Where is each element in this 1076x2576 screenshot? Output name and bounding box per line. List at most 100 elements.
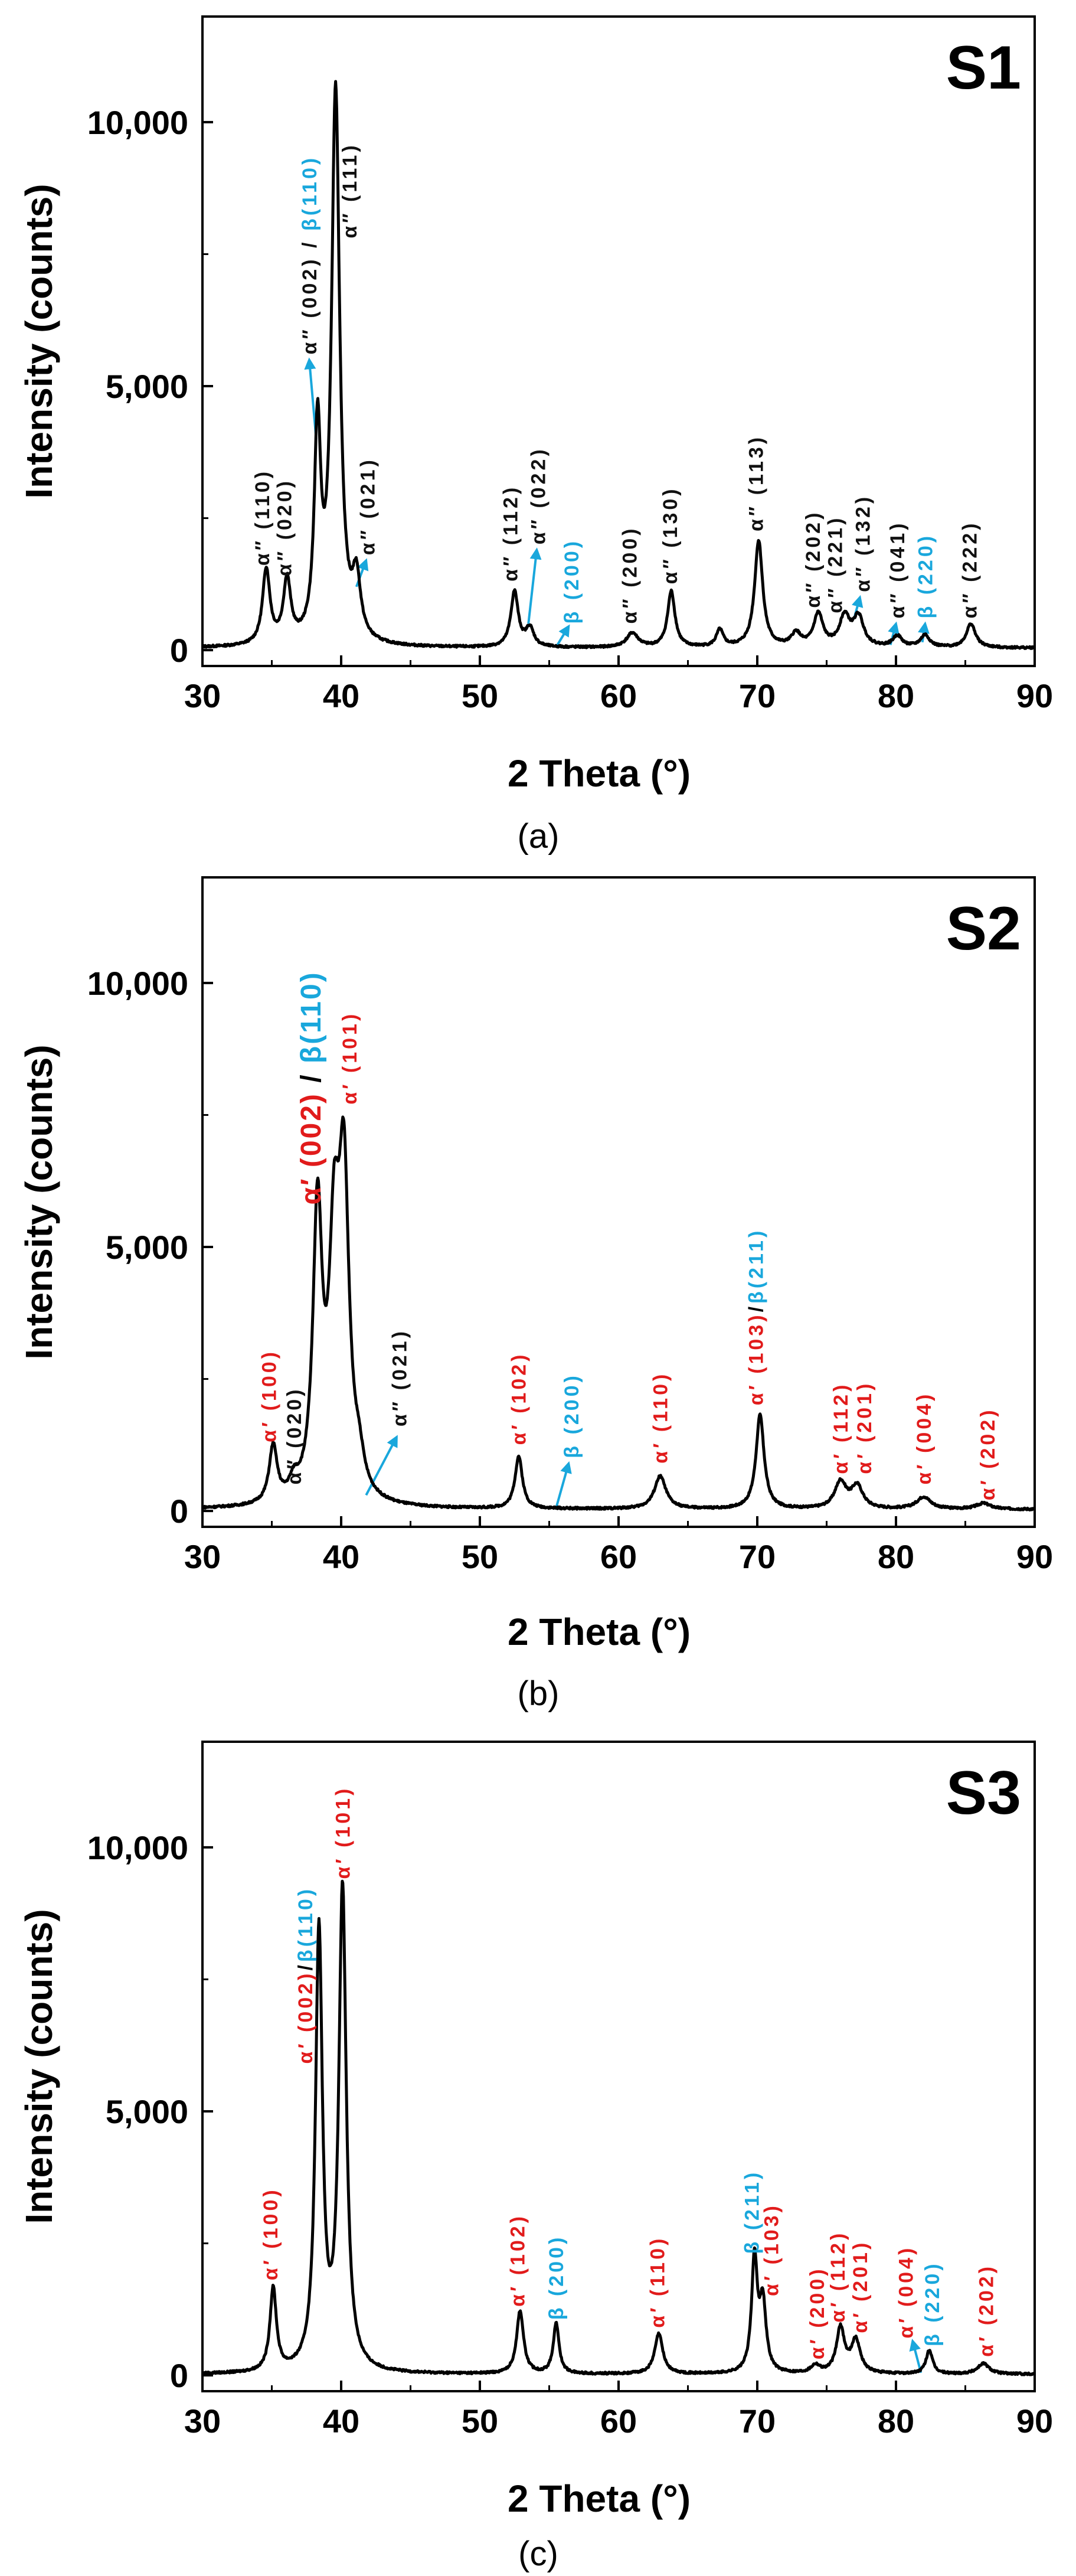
peak-label-secondary: β(110) bbox=[295, 1886, 317, 1962]
peak-label-phase: α″ (200) bbox=[619, 525, 642, 623]
peak-label-phase: α′ (100) bbox=[260, 2187, 282, 2280]
y-tick-label: 10,000 bbox=[87, 1829, 188, 1866]
peak-label: α″ (221) bbox=[825, 515, 847, 613]
panel-c: S3 Intensity (counts) 2 Theta (°) (c) 0 5… bbox=[18, 1741, 1053, 2573]
peak-labels: α′ (100) α″ (020) α′ (002) / β(110) α′ (101… bbox=[259, 971, 999, 1500]
peak-label-phase: α′ (201) bbox=[849, 2240, 872, 2333]
peak-label: α′ (100) bbox=[259, 1349, 281, 1442]
annotation-arrow bbox=[365, 1435, 398, 1496]
peak-label-phase: α′ (112) bbox=[830, 1382, 852, 1474]
peak-label-phase: α′ (200) bbox=[806, 2266, 829, 2359]
x-axis-title: 2 Theta (°) bbox=[508, 2477, 691, 2520]
x-tick-label: 70 bbox=[739, 677, 776, 714]
peak-label-phase: α′ (002) bbox=[296, 1092, 327, 1204]
peak-label: α′ (110) bbox=[649, 1372, 672, 1464]
peak-label-phase: α′ (102) bbox=[506, 2213, 529, 2307]
y-tick-label: 10,000 bbox=[87, 104, 188, 141]
annotation-arrow bbox=[527, 547, 542, 624]
annotation-arrows bbox=[909, 2339, 923, 2373]
y-axis-title: Intensity (counts) bbox=[18, 1909, 60, 2224]
peak-label-phase: α″ (112) bbox=[500, 485, 522, 582]
peak-label: α″ (041) bbox=[887, 520, 909, 618]
xrd-pattern-line bbox=[201, 1115, 1036, 1511]
peak-label: α′ (202) bbox=[976, 2264, 998, 2357]
x-tick-label: 70 bbox=[739, 2402, 776, 2440]
peak-label-phase: β (200) bbox=[561, 1373, 583, 1458]
peak-label-phase: α′ (102) bbox=[508, 1352, 531, 1445]
peak-label-phase: α″ (110) bbox=[251, 469, 274, 566]
peak-label: α″ (130) bbox=[659, 486, 682, 584]
peak-label: α″ (111) bbox=[339, 142, 361, 238]
peak-label-phase: β (200) bbox=[561, 538, 583, 624]
x-tick-label: 50 bbox=[462, 2402, 498, 2440]
peak-label: α″ (110) bbox=[251, 469, 274, 566]
peak-label: α′ (102) bbox=[508, 1352, 531, 1445]
peak-label: α″ (021) bbox=[357, 457, 380, 555]
peak-label-phase: α′ (110) bbox=[649, 1372, 672, 1464]
annotation-arrows bbox=[365, 1435, 572, 1509]
peak-label: α″ (132) bbox=[852, 494, 875, 592]
peak-label: β (200) bbox=[545, 2235, 568, 2320]
x-tick-label: 90 bbox=[1016, 677, 1053, 714]
panel-caption: (b) bbox=[518, 1674, 560, 1713]
peak-label-phase: β (211) bbox=[741, 2170, 764, 2254]
panel-a: S1 Intensity (counts) 2 Theta (°) (a) 0 5… bbox=[18, 15, 1053, 856]
peak-label-phase: α′ (100) bbox=[259, 1349, 281, 1442]
sample-label: S3 bbox=[946, 1759, 1021, 1827]
peak-label: α′ (200) bbox=[806, 2266, 829, 2359]
peak-label: α′ (102) bbox=[506, 2213, 529, 2307]
peak-label: α″ (112) bbox=[500, 485, 522, 582]
sample-label: S2 bbox=[946, 894, 1021, 963]
peak-label-phase: α′ (112) bbox=[827, 2231, 849, 2323]
x-ticks: 30 40 50 60 70 80 90 bbox=[184, 655, 1053, 714]
peak-label-secondary: β(110) bbox=[296, 971, 327, 1063]
x-tick-label: 80 bbox=[878, 1538, 914, 1575]
peak-labels: α″ (110) α″ (020) α″ (002) / β(110) α″ (111… bbox=[251, 142, 982, 623]
peak-label-phase: β (220) bbox=[921, 2261, 944, 2346]
peak-label-phase: α″ (222) bbox=[959, 520, 982, 618]
peak-label: α′ (100) bbox=[260, 2187, 282, 2280]
x-tick-label: 90 bbox=[1016, 1538, 1053, 1575]
peak-label-secondary: β(211) bbox=[745, 1228, 768, 1304]
peak-label-phase: α′ (004) bbox=[913, 1392, 936, 1485]
x-tick-label: 50 bbox=[462, 1538, 498, 1575]
peak-labels: α′ (100) α′ (002)/β(110) α′ (101) α′ (102) β… bbox=[260, 1786, 998, 2360]
peak-label-phase: α″ (020) bbox=[283, 1386, 306, 1484]
x-tick-label: 50 bbox=[462, 677, 498, 714]
x-tick-label: 30 bbox=[184, 677, 221, 714]
y-tick-label: 5,000 bbox=[106, 2093, 188, 2130]
y-axis-title: Intensity (counts) bbox=[18, 1044, 60, 1359]
peak-label: α′ (202) bbox=[977, 1407, 999, 1500]
x-tick-label: 90 bbox=[1016, 2402, 1053, 2440]
xrd-pattern-line bbox=[201, 80, 1036, 650]
peak-label: α″ (113) bbox=[745, 435, 768, 531]
peak-label: α′ (112) bbox=[830, 1382, 852, 1474]
peak-label-phase: α″ (202) bbox=[802, 510, 825, 608]
peak-label-phase: α″ (111) bbox=[339, 142, 361, 238]
peak-label-phase: α′ (103) bbox=[760, 2203, 783, 2296]
peak-label: α′ (002) / β(110) bbox=[296, 971, 327, 1204]
peak-label-phase: α″ (132) bbox=[852, 494, 875, 592]
x-ticks: 30 40 50 60 70 80 90 bbox=[184, 1516, 1053, 1575]
y-tick-label: 5,000 bbox=[106, 368, 188, 405]
sample-label: S1 bbox=[946, 34, 1021, 102]
x-tick-label: 30 bbox=[184, 1538, 221, 1575]
x-ticks: 30 40 50 60 70 80 90 bbox=[184, 2381, 1053, 2440]
peak-label-phase: α′ (202) bbox=[976, 2264, 998, 2357]
x-tick-label: 60 bbox=[600, 1538, 637, 1575]
peak-label-separator: / bbox=[296, 1063, 327, 1092]
y-tick-label: 0 bbox=[170, 2357, 188, 2394]
peak-label-phase: α″ (130) bbox=[659, 486, 682, 584]
peak-label: α″ (022) bbox=[528, 446, 550, 544]
panel-caption: (c) bbox=[518, 2535, 558, 2573]
peak-label-separator: / bbox=[295, 1962, 317, 1970]
x-tick-label: 40 bbox=[323, 1538, 359, 1575]
peak-label: α″ (200) bbox=[619, 525, 642, 623]
annotation-arrow bbox=[909, 2339, 923, 2373]
peak-label-phase: α′ (110) bbox=[647, 2236, 669, 2328]
x-tick-label: 40 bbox=[323, 2402, 359, 2440]
peak-label: β (211) bbox=[741, 2170, 764, 2254]
plot-frame bbox=[201, 876, 1036, 1528]
peak-label-phase: α″ (113) bbox=[745, 435, 768, 531]
